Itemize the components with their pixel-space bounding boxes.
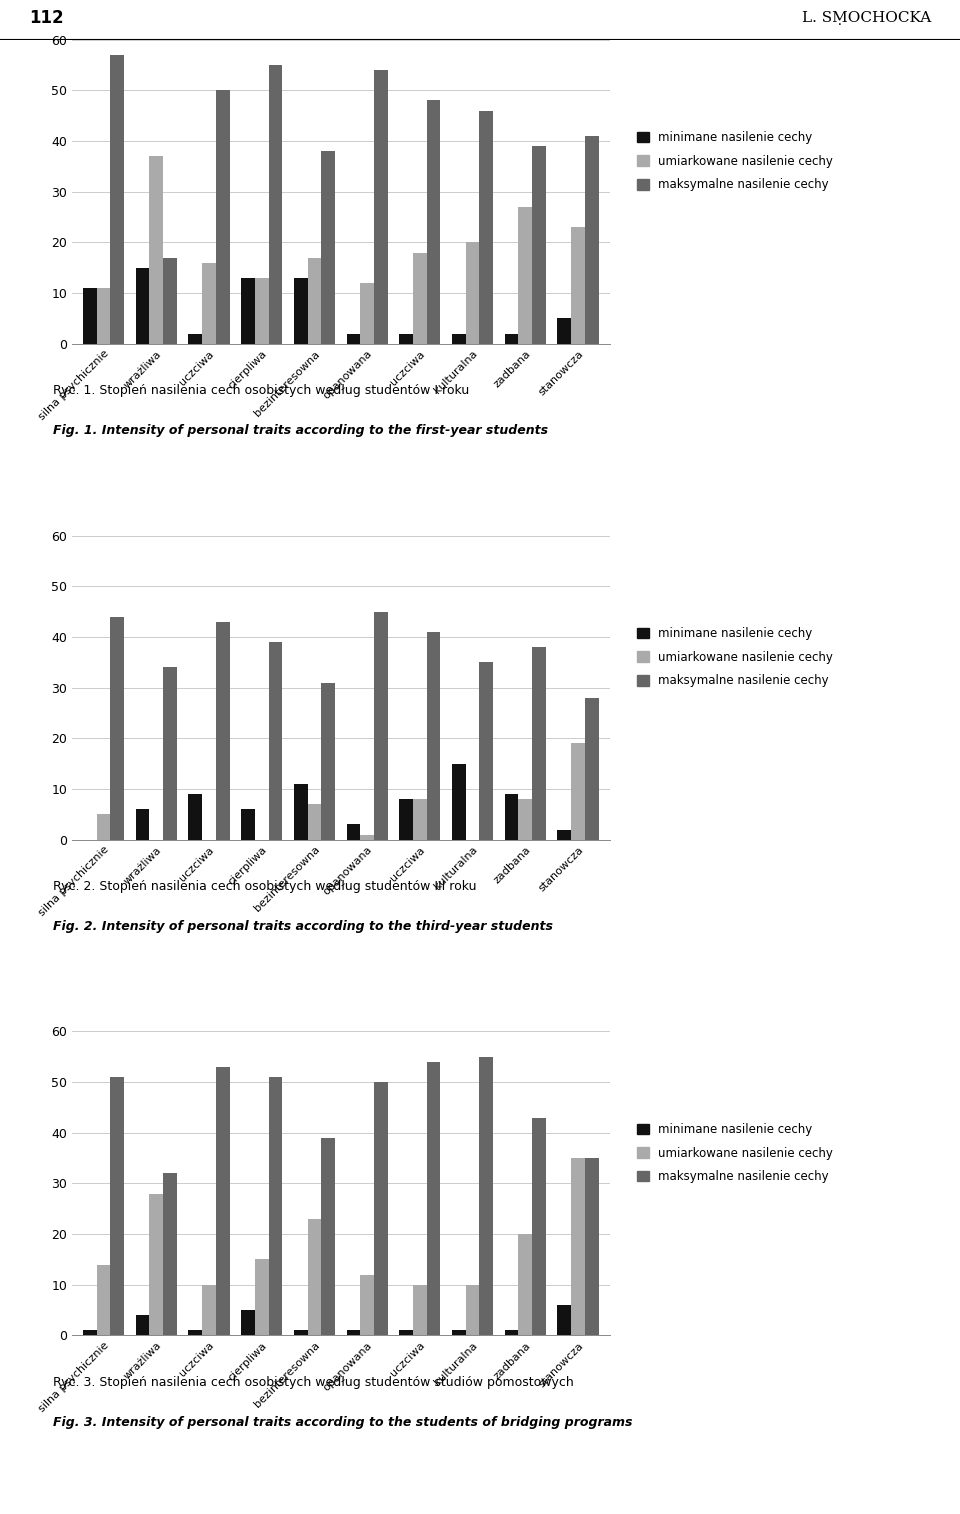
- Bar: [322, 1139, 335, 1335]
- Bar: [466, 242, 479, 344]
- Text: Ryc. 1. Stopień nasilenia cech osobistych według studentów I roku: Ryc. 1. Stopień nasilenia cech osobistyc…: [53, 385, 469, 397]
- Bar: [97, 1264, 110, 1335]
- Bar: [150, 156, 163, 344]
- Text: Ryc. 2. Stopień nasilenia cech osobistych według studentów III roku: Ryc. 2. Stopień nasilenia cech osobistyc…: [53, 880, 476, 893]
- Bar: [84, 1331, 97, 1335]
- Bar: [163, 257, 177, 344]
- Bar: [347, 333, 360, 344]
- Text: Fig. 1. Intensity of personal traits according to the first-year students: Fig. 1. Intensity of personal traits acc…: [53, 424, 548, 438]
- Bar: [163, 668, 177, 840]
- Bar: [255, 1260, 269, 1335]
- Bar: [188, 793, 203, 840]
- Bar: [347, 1331, 360, 1335]
- Bar: [294, 1331, 307, 1335]
- Bar: [558, 1305, 571, 1335]
- Bar: [413, 1285, 426, 1335]
- Bar: [135, 808, 150, 840]
- Bar: [163, 1173, 177, 1335]
- Bar: [307, 257, 322, 344]
- Bar: [294, 279, 307, 344]
- Bar: [585, 136, 598, 344]
- Bar: [374, 612, 388, 840]
- Bar: [452, 333, 466, 344]
- Bar: [452, 763, 466, 840]
- Bar: [84, 288, 97, 344]
- Text: Fig. 3. Intensity of personal traits according to the students of bridging progr: Fig. 3. Intensity of personal traits acc…: [53, 1416, 633, 1429]
- Bar: [110, 55, 124, 344]
- Bar: [97, 288, 110, 344]
- Bar: [532, 1117, 546, 1335]
- Bar: [241, 279, 255, 344]
- Bar: [188, 1331, 203, 1335]
- Bar: [307, 804, 322, 840]
- Bar: [216, 622, 229, 840]
- Legend: minimane nasilenie cechy, umiarkowane nasilenie cechy, maksymalne nasilenie cech: minimane nasilenie cechy, umiarkowane na…: [637, 627, 833, 687]
- Bar: [426, 1061, 441, 1335]
- Bar: [374, 70, 388, 344]
- Bar: [255, 279, 269, 344]
- Bar: [518, 1234, 532, 1335]
- Bar: [374, 1083, 388, 1335]
- Bar: [452, 1331, 466, 1335]
- Bar: [585, 1158, 598, 1335]
- Text: Ryc. 3. Stopień nasilenia cech osobistych według studentów studiów pomostowych: Ryc. 3. Stopień nasilenia cech osobistyc…: [53, 1376, 573, 1388]
- Legend: minimane nasilenie cechy, umiarkowane nasilenie cechy, maksymalne nasilenie cech: minimane nasilenie cechy, umiarkowane na…: [637, 1123, 833, 1182]
- Bar: [135, 268, 150, 344]
- Bar: [518, 799, 532, 840]
- Bar: [571, 1158, 585, 1335]
- Bar: [203, 1285, 216, 1335]
- Bar: [505, 333, 518, 344]
- Bar: [203, 263, 216, 344]
- Text: Fig. 2. Intensity of personal traits according to the third-year students: Fig. 2. Intensity of personal traits acc…: [53, 921, 553, 933]
- Bar: [479, 662, 493, 840]
- Bar: [399, 799, 413, 840]
- Bar: [347, 825, 360, 840]
- Bar: [532, 147, 546, 344]
- Bar: [518, 207, 532, 344]
- Bar: [466, 1285, 479, 1335]
- Bar: [135, 1316, 150, 1335]
- Bar: [216, 1067, 229, 1335]
- Bar: [558, 318, 571, 344]
- Bar: [571, 743, 585, 840]
- Bar: [585, 698, 598, 840]
- Bar: [269, 642, 282, 840]
- Text: 112: 112: [29, 9, 63, 27]
- Text: L. SṂOCHOCKA: L. SṂOCHOCKA: [802, 11, 931, 24]
- Bar: [269, 1076, 282, 1335]
- Bar: [322, 151, 335, 344]
- Bar: [532, 646, 546, 840]
- Bar: [241, 808, 255, 840]
- Bar: [505, 793, 518, 840]
- Bar: [110, 616, 124, 840]
- Bar: [571, 227, 585, 344]
- Bar: [97, 815, 110, 840]
- Bar: [241, 1310, 255, 1335]
- Legend: minimane nasilenie cechy, umiarkowane nasilenie cechy, maksymalne nasilenie cech: minimane nasilenie cechy, umiarkowane na…: [637, 132, 833, 191]
- Bar: [413, 253, 426, 344]
- Bar: [426, 631, 441, 840]
- Bar: [505, 1331, 518, 1335]
- Bar: [558, 830, 571, 840]
- Bar: [413, 799, 426, 840]
- Bar: [479, 111, 493, 344]
- Bar: [150, 1193, 163, 1335]
- Bar: [216, 91, 229, 344]
- Bar: [360, 834, 374, 840]
- Bar: [322, 683, 335, 840]
- Bar: [188, 333, 203, 344]
- Bar: [360, 1275, 374, 1335]
- Bar: [426, 100, 441, 344]
- Bar: [399, 333, 413, 344]
- Bar: [479, 1057, 493, 1335]
- Bar: [294, 784, 307, 840]
- Bar: [307, 1219, 322, 1335]
- Bar: [399, 1331, 413, 1335]
- Bar: [360, 283, 374, 344]
- Bar: [110, 1076, 124, 1335]
- Bar: [269, 65, 282, 344]
